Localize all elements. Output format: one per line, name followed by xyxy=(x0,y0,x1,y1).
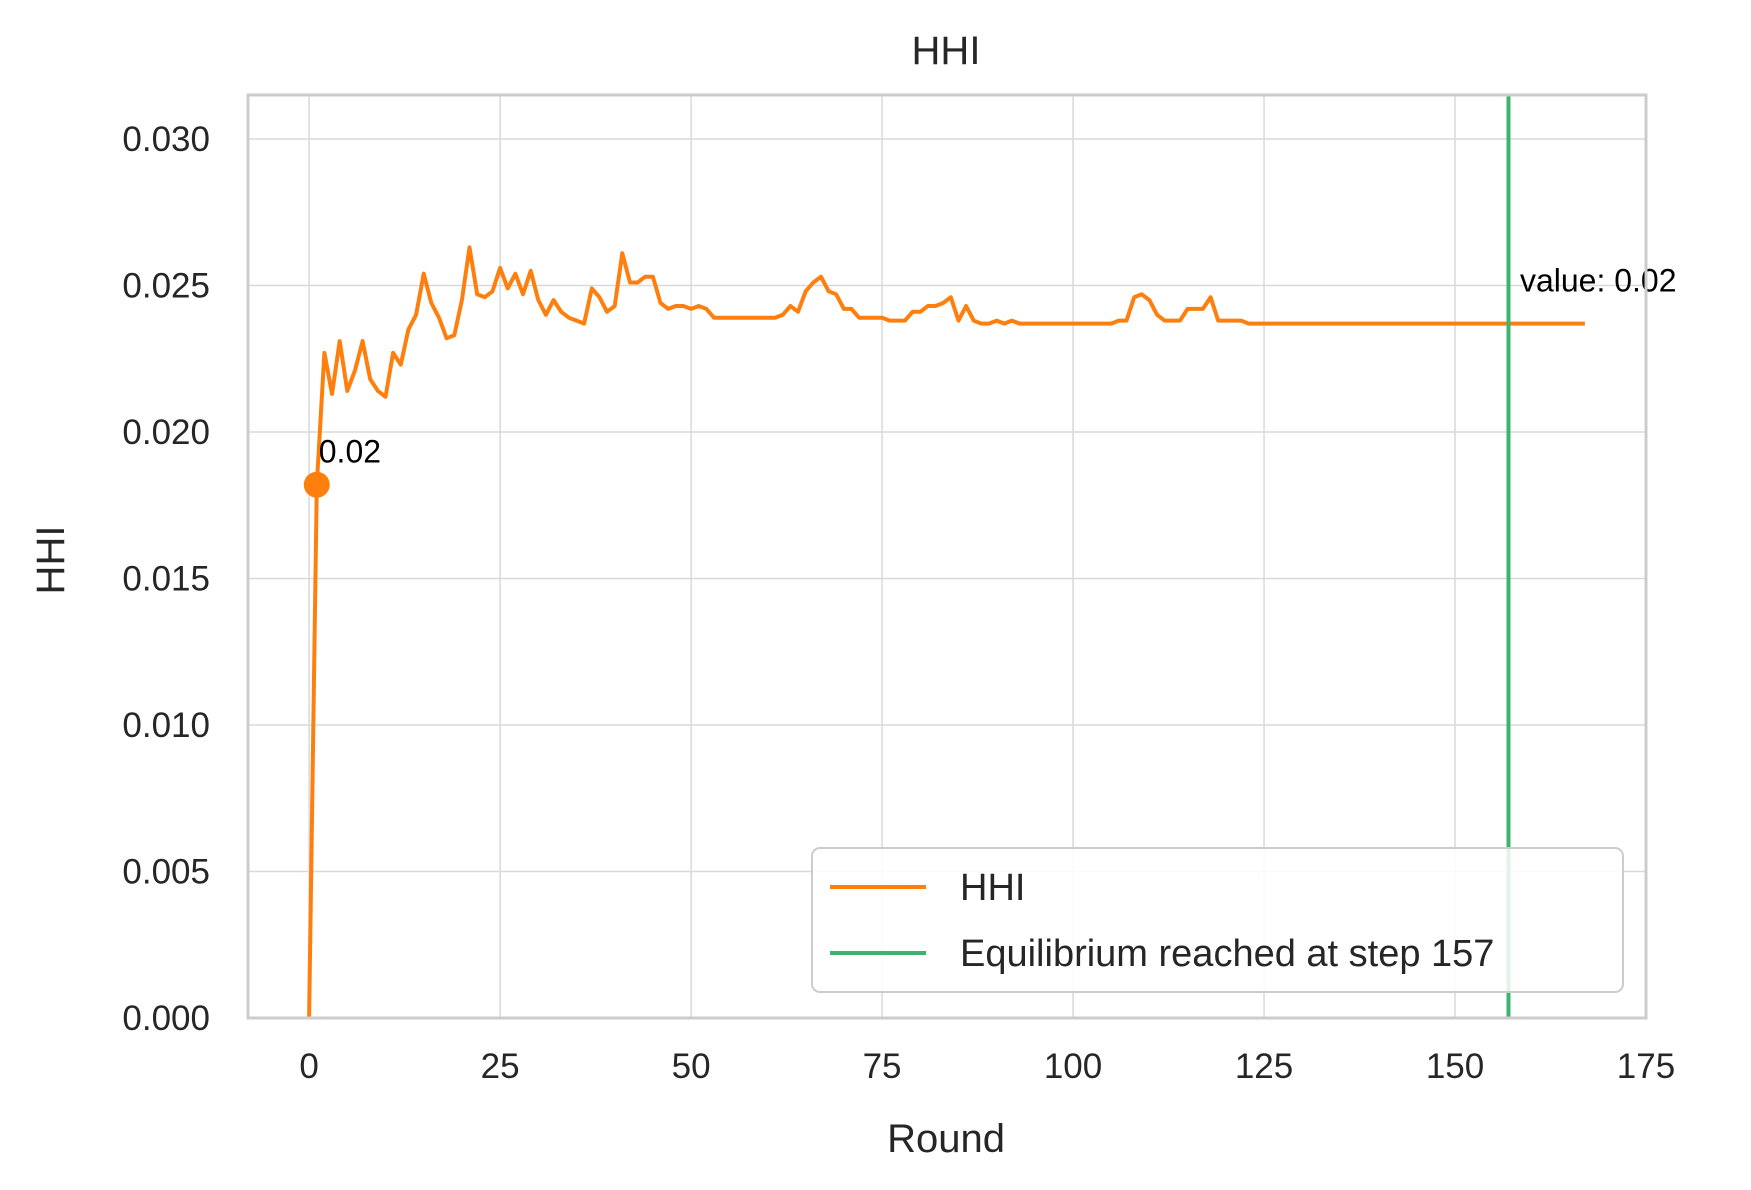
hhi-start-marker xyxy=(303,471,330,498)
marker-value-label: 0.02 xyxy=(319,434,381,470)
y-tick-label: 0.030 xyxy=(122,120,210,159)
x-tick-label: 150 xyxy=(1426,1047,1484,1086)
y-tick-label: 0.020 xyxy=(122,413,210,452)
x-tick-label: 25 xyxy=(481,1047,520,1086)
end-value-annotation: value: 0.02 xyxy=(1520,262,1677,298)
x-tick-label: 50 xyxy=(672,1047,711,1086)
x-tick-label: 0 xyxy=(299,1047,318,1086)
y-axis-title: HHI xyxy=(29,526,73,595)
legend-hhi-label: HHI xyxy=(960,867,1025,909)
chart-title: HHI xyxy=(912,29,981,73)
plot-content: 0.02 value: 0.02 xyxy=(303,95,1677,1019)
y-tick-label: 0.000 xyxy=(122,999,210,1038)
grid-lines xyxy=(248,95,1647,1019)
x-tick-labels: 0 25 50 75 100 125 150 175 xyxy=(299,1047,1675,1086)
legend-box xyxy=(811,847,1624,993)
legend: HHI Equilibrium reached at step 157 xyxy=(811,847,1624,993)
y-tick-label: 0.025 xyxy=(122,266,210,305)
legend-equilibrium-label: Equilibrium reached at step 157 xyxy=(960,933,1494,975)
x-axis-title: Round xyxy=(887,1117,1005,1161)
x-tick-label: 175 xyxy=(1617,1047,1675,1086)
y-tick-labels: 0.000 0.005 0.010 0.015 0.020 0.025 0.030 xyxy=(122,120,210,1038)
x-tick-label: 75 xyxy=(863,1047,902,1086)
x-tick-label: 125 xyxy=(1235,1047,1293,1086)
hhi-series-line xyxy=(307,245,1585,1019)
x-tick-label: 100 xyxy=(1044,1047,1102,1086)
plot-frame xyxy=(246,93,1648,1020)
y-tick-label: 0.005 xyxy=(122,852,210,891)
y-tick-label: 0.015 xyxy=(122,559,210,598)
y-tick-label: 0.010 xyxy=(122,706,210,745)
